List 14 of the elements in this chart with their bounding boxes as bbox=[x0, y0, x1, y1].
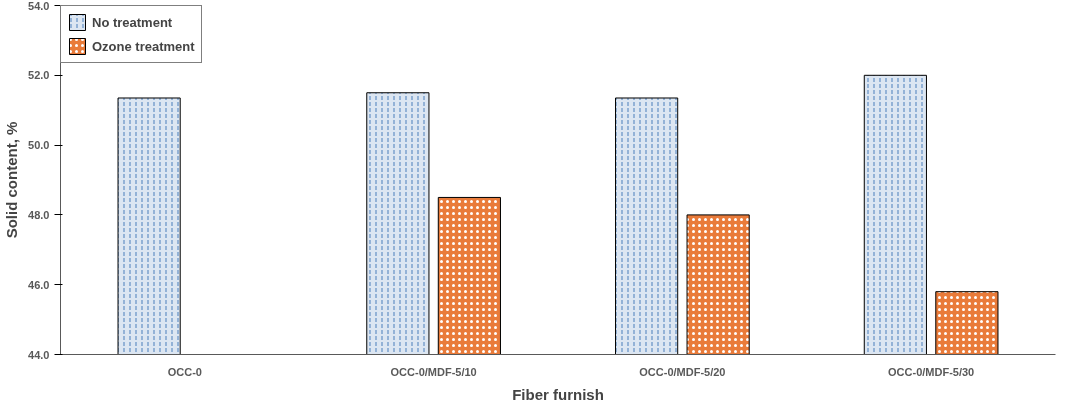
y-tick-label: 48.0 bbox=[28, 208, 50, 221]
y-tick-label: 52.0 bbox=[28, 69, 50, 82]
y-tick-label: 50.0 bbox=[28, 139, 50, 152]
x-axis-title: Fiber furnish bbox=[512, 385, 604, 403]
x-tick-label: OCC-0/MDF-5/20 bbox=[639, 365, 726, 378]
x-tick-label: OCC-0/MDF-5/30 bbox=[888, 365, 975, 378]
legend-label: No treatment bbox=[92, 14, 173, 30]
y-tick-label: 54.0 bbox=[28, 0, 50, 12]
y-axis-title: Solid content, % bbox=[3, 121, 21, 239]
y-tick-label: 44.0 bbox=[28, 348, 50, 361]
legend-label: Ozone treatment bbox=[92, 38, 195, 54]
y-tick-label: 46.0 bbox=[28, 278, 50, 291]
x-tick-label: OCC-0/MDF-5/10 bbox=[390, 365, 477, 378]
x-tick-label: OCC-0 bbox=[167, 365, 202, 378]
